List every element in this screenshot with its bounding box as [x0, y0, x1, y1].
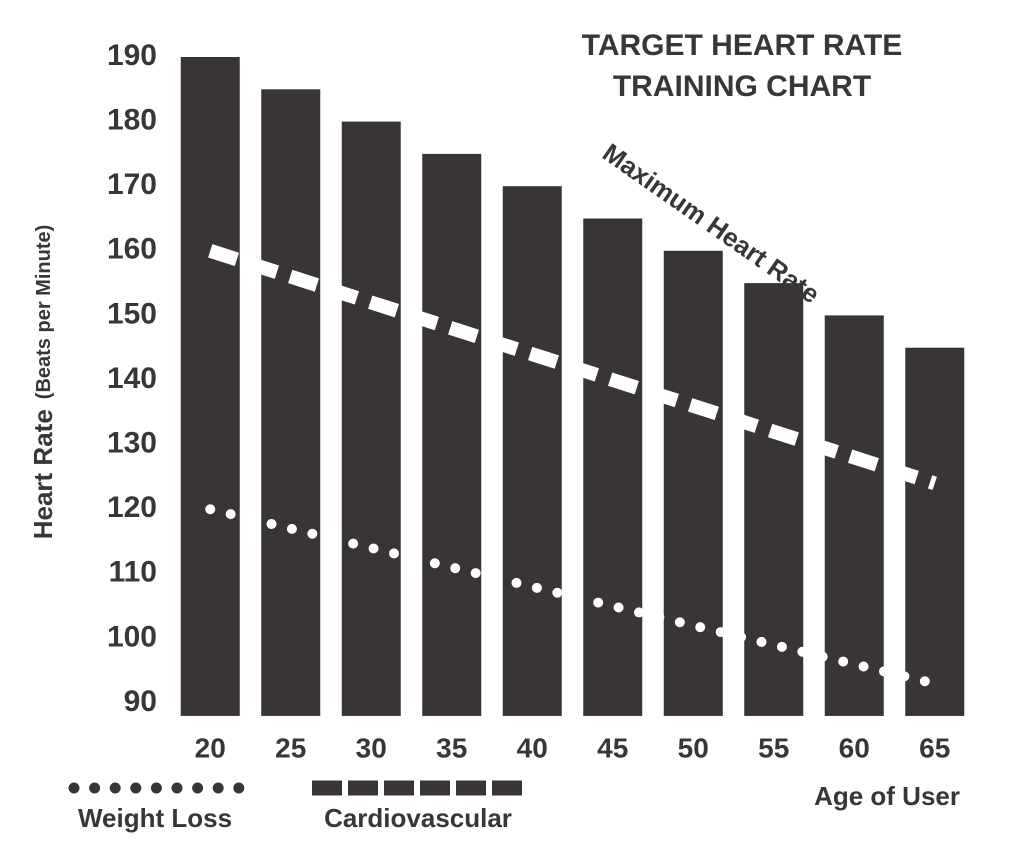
y-tick-label: 100 [107, 620, 157, 653]
y-tick-label: 120 [107, 491, 157, 524]
y-tick-label: 190 [107, 39, 157, 72]
x-tick-label: 45 [597, 732, 628, 763]
bar [744, 283, 804, 716]
y-tick-label: 110 [109, 556, 157, 589]
y-axis-label-group: Heart Rate (Beats per Minute) [28, 225, 58, 540]
bar [261, 89, 321, 716]
y-axis-label-note: (Beats per Minute) [33, 225, 55, 399]
x-tick-label: 50 [678, 732, 709, 763]
y-axis-label-main: Heart Rate [28, 409, 58, 539]
x-tick-label: 30 [356, 732, 387, 763]
y-tick-label: 150 [107, 297, 157, 330]
bar [663, 250, 723, 716]
legend-label: Cardiovascular [324, 803, 512, 833]
y-tick-label: 90 [124, 685, 157, 718]
bar [583, 218, 643, 716]
x-tick-label: 55 [758, 732, 789, 763]
x-tick-label: 35 [436, 732, 467, 763]
y-axis-label: Heart Rate (Beats per Minute) [28, 225, 58, 540]
y-tick-label: 180 [107, 104, 157, 137]
bar [905, 347, 965, 716]
x-axis-label: Age of User [814, 781, 960, 811]
chart-title: TRAINING CHART [613, 70, 871, 103]
y-tick-label: 170 [107, 168, 157, 201]
y-tick-label: 140 [107, 362, 157, 395]
dotted-line [205, 504, 940, 689]
x-tick-label: 20 [195, 732, 226, 763]
y-tick-label: 130 [107, 427, 157, 460]
bar [180, 57, 240, 716]
bar [341, 121, 401, 716]
bar [422, 153, 482, 716]
x-tick-label: 40 [517, 732, 548, 763]
dashed-line [208, 244, 937, 491]
bar [502, 186, 562, 716]
y-tick-label: 160 [107, 233, 157, 266]
x-tick-label: 60 [839, 732, 870, 763]
bar [824, 315, 884, 716]
legend-label: Weight Loss [78, 803, 232, 833]
x-tick-label: 65 [919, 732, 950, 763]
chart-title: TARGET HEART RATE [582, 29, 903, 62]
x-tick-label: 25 [275, 732, 306, 763]
